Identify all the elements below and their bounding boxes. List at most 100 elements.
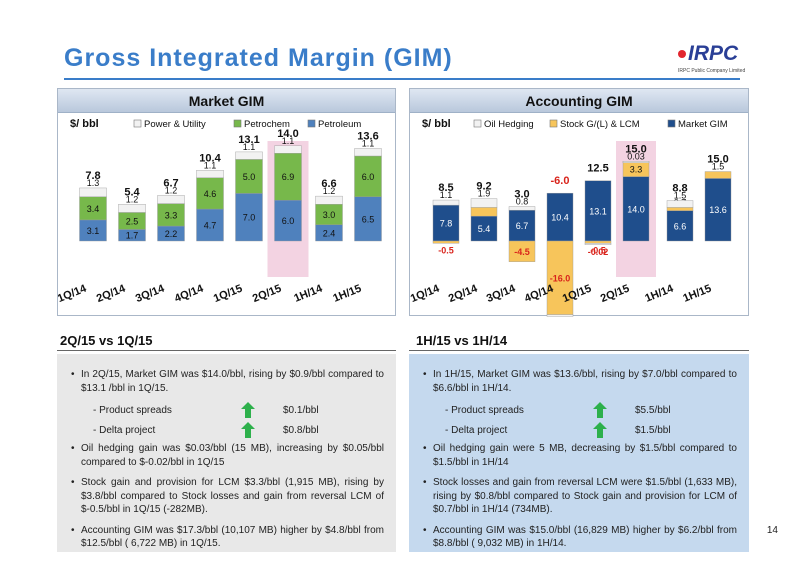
data-label-petrochem-2q-15: 6.9 [282,172,295,182]
data-label-petroleum-2q-15: 6.0 [282,216,295,226]
category-label-1h-15: 1H/15 [681,283,713,305]
data-label-power-utility-4q-14: 1.1 [204,160,217,170]
category-label-2q-15: 2Q/15 [251,283,283,305]
category-label-1h-15: 1H/15 [331,283,363,305]
up-arrow-icon [241,402,255,418]
right-sub1-value: $5.5/bbl [635,405,671,416]
category-label-2q-14: 2Q/14 [95,282,128,305]
bar-market-gim-1h-14 [666,210,694,242]
left-heading-rule [57,350,396,351]
total-label-3q-14: 3.0 [514,189,529,201]
legend-swatch-oil-hedging [473,119,482,128]
left-bullet-2: Oil hedging gain was $0.03/bbl (15 MB), … [71,442,384,469]
data-label-petroleum-1q-14: 3.1 [87,226,100,236]
logo-dot-icon [678,50,686,59]
accounting-gim-header: Accounting GIM [410,89,748,113]
right-bullet-3: Stock losses and gain from reversal LCM … [423,476,737,517]
legend-oil-hedging: Oil Hedging [484,119,534,130]
bar-stock-g-l-lcm-2q-14 [470,207,498,217]
bar-market-gim-2q-14 [470,215,498,242]
left-sub2-label: - Delta project [93,425,156,436]
data-label-oil-hedging-2q-14: 1.9 [478,189,491,199]
bar-power-utility-4q-14 [196,170,224,178]
left-sub1-label: - Product spreads [93,405,172,416]
right-sub1-label: - Product spreads [445,405,524,416]
data-label-petrochem-1q-14: 3.4 [87,204,100,214]
company-logo: IRPC IRPC Public Company Limited [678,42,760,76]
left-bullet-1: In 2Q/15, Market GIM was $14.0/bbl, risi… [71,368,384,395]
market-gim-panel: Market GIM $/ bbl Power & Utility Petroche… [57,88,396,316]
left-subrow-1: - Product spreads $0.1/bbl [93,402,384,420]
right-heading-rule [409,350,749,351]
data-label-power-utility-1h-15: 1.1 [362,139,375,149]
data-label-stock-g-l-lcm-3q-14: -4.5 [514,247,530,257]
total-label-1q-15: 13.1 [238,134,259,146]
bar-market-gim-4q-14 [546,192,574,242]
bar-power-utility-3q-14 [157,195,185,204]
data-label-oil-hedging-3q-14: 0.8 [516,197,529,207]
total-label-1q-15: 12.5 [587,163,608,175]
logo-text: IRPC [688,42,739,65]
total-label-2q-14: 5.4 [124,186,140,198]
data-label-market-gim-2q-15: 14.0 [627,204,645,214]
page-title: Gross Integrated Margin (GIM) [64,44,453,72]
bar-power-utility-2q-14 [118,204,146,213]
category-label-1q-15: 1Q/15 [212,283,244,305]
logo-subtitle: IRPC Public Company Limited [678,68,746,74]
bar-stock-g-l-lcm-1q-14 [432,240,460,244]
bar-market-gim-1h-15 [704,178,732,242]
data-label-stock-g-l-lcm-1q-15: -0.5 [590,245,606,255]
data-label-market-gim-1h-15: 13.6 [709,205,727,215]
data-label-petrochem-3q-14: 3.3 [165,210,178,220]
category-label-4q-14: 4Q/14 [173,282,206,305]
bar-stock-g-l-lcm-1h-15 [704,171,732,179]
category-label-1h-14: 1H/14 [292,282,325,304]
right-bullet-4: Accounting GIM was $15.0/bbl (16,829 MB)… [423,524,737,551]
bar-power-utility-2q-15 [274,145,302,154]
bar-market-gim-2q-15 [622,176,650,242]
data-label-petrochem-1h-14: 3.0 [323,210,336,220]
left-sub1-value: $0.1/bbl [283,405,319,416]
legend-petrochem: Petrochem [244,119,290,130]
data-label-stock-g-l-lcm-2q-15: 3.3 [630,165,643,175]
total-label-1q-14: 8.5 [438,182,453,194]
bar-petroleum-1h-15 [354,196,382,242]
market-gim-header: Market GIM [58,89,395,113]
right-subrow-1: - Product spreads $5.5/bbl [445,402,737,420]
right-bullet-2: Oil hedging gain were 5 MB, decreasing b… [423,442,737,469]
data-label-market-gim-4q-14: 10.4 [551,213,569,223]
bar-oil-hedging-3q-14 [508,206,536,211]
bar-petrochem-1h-15 [354,155,382,197]
total-label-4q-14: 10.4 [199,152,221,164]
bar-oil-hedging-1q-15 [584,243,612,246]
total-label-1q-14: 7.8 [85,170,100,182]
legend-swatch-market-gim [667,119,676,128]
data-label-petrochem-2q-14: 2.5 [126,216,139,226]
left-section-heading: 2Q/15 vs 1Q/15 [60,333,153,348]
bar-stock-g-l-lcm-3q-14 [508,240,536,262]
data-label-oil-hedging-1h-14: 1.5 [674,191,687,201]
data-label-market-gim-3q-14: 6.7 [516,221,529,231]
legend-swatch-power-utility [133,119,142,128]
up-arrow-icon [241,422,255,438]
category-label-1q-14: 1Q/14 [410,282,442,305]
total-label-2q-15: 15.0 [625,143,646,155]
accounting-gim-chart: $/ bbl Oil Hedging Stock G/(L) & LCM Market… [410,118,732,317]
bar-power-utility-1q-14 [79,187,107,197]
legend-swatch-stock-g-l-lcm [549,119,558,128]
data-label-petrochem-4q-14: 4.6 [204,189,217,199]
left-subrow-2: - Delta project $0.8/bbl [93,422,384,440]
category-label-3q-14: 3Q/14 [134,282,167,305]
data-label-stock-g-l-lcm-1h-15: 1.5 [712,162,725,172]
up-arrow-icon [593,422,607,438]
data-label-petrochem-1h-15: 6.0 [362,172,375,182]
left-bullet-4: Accounting GIM was $17.3/bbl (10,107 MB)… [71,524,384,551]
category-label-2q-15: 2Q/15 [599,283,631,305]
total-label-2q-15: 14.0 [277,128,298,140]
bar-market-gim-1q-14 [432,204,460,242]
left-textbox: In 2Q/15, Market GIM was $14.0/bbl, risi… [57,354,396,552]
category-label-2q-14: 2Q/14 [447,282,480,305]
data-label-power-utility-2q-14: 1.2 [126,194,139,204]
bar-stock-g-l-lcm-1h-14 [666,207,694,211]
bar-stock-g-l-lcm-4q-14 [546,240,574,315]
